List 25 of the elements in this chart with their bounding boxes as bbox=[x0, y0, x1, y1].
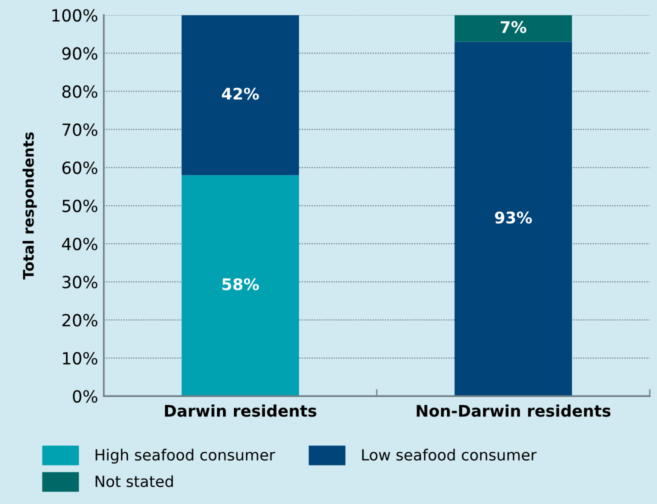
y-tick-label: 80% bbox=[62, 85, 98, 98]
y-tick-label: 10% bbox=[63, 352, 98, 365]
y-tick-label: 50% bbox=[62, 200, 98, 212]
x-tick-label: Darwin residents bbox=[164, 404, 316, 417]
data-label: 93% bbox=[494, 212, 532, 224]
legend-label: Not stated bbox=[96, 475, 173, 488]
bar bbox=[182, 175, 299, 396]
legend-label: Low seafood consumer bbox=[362, 448, 537, 461]
y-tick-label: 100% bbox=[52, 9, 98, 22]
data-label: 42% bbox=[222, 88, 259, 100]
y-tick-label: 60% bbox=[62, 161, 98, 174]
data-label: 58% bbox=[222, 278, 259, 290]
bar bbox=[454, 15, 572, 42]
bar bbox=[182, 15, 299, 176]
y-tick-label: 90% bbox=[62, 47, 98, 60]
y-tick-label: 0% bbox=[72, 390, 98, 403]
y-tick-label: 70% bbox=[62, 123, 98, 136]
y-tick-label: 30% bbox=[62, 276, 98, 288]
x-tick-label: Non-Darwin residents bbox=[416, 404, 610, 417]
bar bbox=[454, 42, 572, 396]
y-tick-label: 20% bbox=[62, 314, 98, 327]
y-axis-title: Total respondents bbox=[22, 132, 37, 280]
y-tick-label: 40% bbox=[62, 238, 98, 250]
legend-label: High seafood consumer bbox=[96, 448, 276, 464]
data-label: 7% bbox=[500, 21, 526, 34]
